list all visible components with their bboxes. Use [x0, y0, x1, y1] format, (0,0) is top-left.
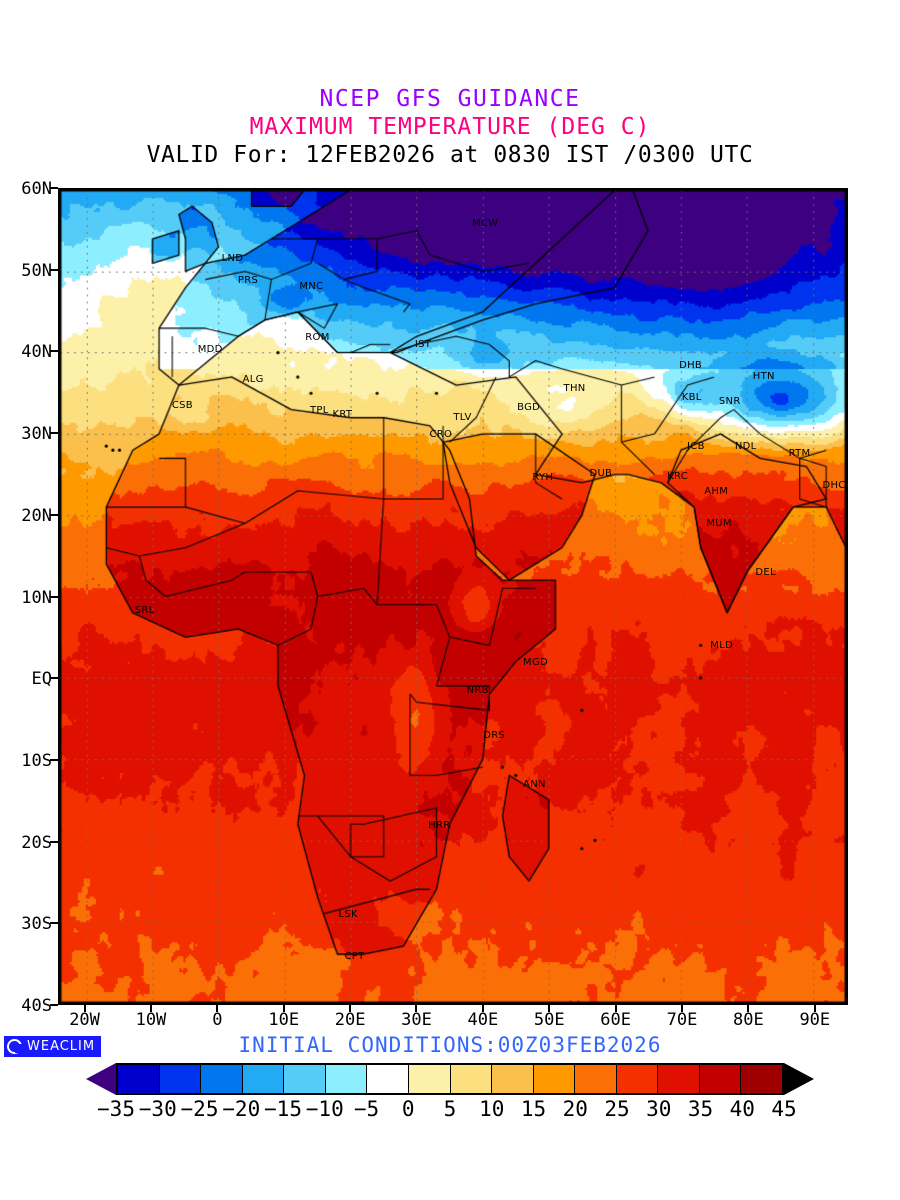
longitude-tick-mark [282, 1005, 285, 1012]
colorbar-tick-label: 30 [646, 1097, 672, 1121]
longitude-tick-label: 30E [401, 1010, 432, 1030]
chart-title-block: NCEP GFS GUIDANCE MAXIMUM TEMPERATURE (D… [0, 88, 900, 167]
colorbar-tick-label: 45 [771, 1097, 797, 1121]
latitude-tick-label: 40N [21, 342, 52, 363]
longitude-tick-label: 40E [467, 1010, 499, 1030]
colorbar-tick-label: 10 [479, 1097, 505, 1121]
colorbar-tick-labels: −35 −30 −25 −20 −15 −10 −5 0 5 10 15 20 25 30 35 40 45 [86, 1097, 814, 1123]
latitude-tick-label: 10S [21, 750, 52, 771]
colorbar-cells [116, 1063, 784, 1095]
longitude-tick-label: 20E [334, 1010, 366, 1030]
weaclim-logo[interactable]: WEACLIM [4, 1036, 102, 1057]
colorbar-cell [492, 1065, 534, 1093]
colorbar-cell [533, 1065, 576, 1093]
longitude-tick-mark [149, 1005, 152, 1012]
longitude-tick-mark [614, 1005, 617, 1012]
latitude-tick-mark [50, 758, 58, 761]
latitude-tick-mark [50, 840, 58, 843]
colorbar-tick-label: 40 [729, 1097, 755, 1121]
longitude-tick-mark [481, 1005, 484, 1012]
colorbar-cell [616, 1065, 659, 1093]
longitude-tick-label: 10W [135, 1010, 167, 1030]
colorbar-cell [118, 1065, 160, 1093]
title-variable-line: MAXIMUM TEMPERATURE (DEG C) [249, 114, 651, 140]
initial-conditions-caption: INITIAL CONDITIONS:00Z03FEB2026 [238, 1033, 662, 1057]
longitude-tick-mark [415, 1005, 418, 1012]
circle-icon [7, 1039, 22, 1054]
colorbar-tick-label: 25 [604, 1097, 630, 1121]
colorbar-tick-label: 0 [401, 1097, 415, 1121]
longitude-tick-mark [747, 1005, 750, 1012]
colorbar-cell [450, 1065, 493, 1093]
colorbar-under-arrow [86, 1063, 116, 1095]
latitude-tick-label: 30N [21, 424, 52, 445]
colorbar-tick-label: −35 [97, 1097, 135, 1121]
colorbar-tick-label: 15 [520, 1097, 547, 1121]
longitude-tick-label: 0 [212, 1010, 223, 1030]
colorbar-tick-label: −10 [305, 1097, 344, 1121]
logo-text: WEACLIM [27, 1039, 96, 1054]
longitude-tick-label: 50E [533, 1010, 565, 1030]
colorbar[interactable] [86, 1063, 814, 1095]
colorbar-tick-label: −20 [222, 1097, 261, 1121]
longitude-tick-mark [216, 1005, 219, 1012]
latitude-tick-label: 50N [21, 260, 52, 281]
colorbar-tick-label: −5 [353, 1097, 380, 1121]
latitude-tick-label: EQ [31, 669, 52, 690]
longitude-tick-label: 70E [666, 1010, 698, 1030]
colorbar-tick-label: 35 [687, 1097, 714, 1121]
colorbar-cell [284, 1065, 326, 1093]
latitude-tick-label: 40S [21, 996, 52, 1016]
latitude-tick-mark [50, 595, 58, 598]
longitude-tick-mark [681, 1005, 684, 1012]
latitude-tick-label: 60N [21, 179, 52, 199]
longitude-tick-label: 80E [733, 1010, 764, 1030]
colorbar-cell [325, 1065, 368, 1093]
colorbar-cell [741, 1065, 782, 1093]
longitude-tick-mark [813, 1005, 816, 1012]
latitude-tick-label: 30S [21, 914, 52, 935]
colorbar-over-arrow [784, 1063, 814, 1095]
colorbar-cell [201, 1065, 243, 1093]
title-model-line: NCEP GFS GUIDANCE [319, 86, 581, 112]
longitude-tick-mark [548, 1005, 551, 1012]
colorbar-tick-label: 5 [443, 1097, 457, 1121]
latitude-tick-mark [50, 268, 58, 271]
colorbar-cell [699, 1065, 742, 1093]
longitude-tick-mark [349, 1005, 352, 1012]
colorbar-cell [159, 1065, 202, 1093]
latitude-tick-mark [50, 187, 58, 189]
latitude-tick-mark [50, 922, 58, 925]
longitude-tick-label: 60E [600, 1010, 631, 1030]
latitude-tick-mark [50, 432, 58, 435]
colorbar-tick-label: −25 [180, 1097, 219, 1121]
latitude-tick-mark [50, 513, 58, 516]
colorbar-tick-label: −30 [138, 1097, 177, 1121]
latitude-tick-mark [50, 677, 58, 680]
longitude-tick-label: 10E [268, 1010, 300, 1030]
latitude-tick-label: 10N [21, 587, 52, 608]
latitude-tick-label: 20N [21, 505, 52, 526]
colorbar-tick-label: −15 [264, 1097, 302, 1121]
colorbar-cell [658, 1065, 700, 1093]
colorbar-cell [367, 1065, 409, 1093]
latitude-tick-mark [50, 350, 58, 353]
colorbar-cell [242, 1065, 285, 1093]
longitude-tick-mark [83, 1005, 86, 1012]
colorbar-cell [408, 1065, 451, 1093]
longitude-tick-label: 20W [69, 1010, 100, 1030]
temperature-map[interactable]: LND PRS MNC ROM IST MCW MDD CSB ALG TPL KRT CRO TLV B… [58, 188, 848, 1005]
colorbar-cell [575, 1065, 617, 1093]
title-valid-time-line: VALID For: 12FEB2026 at 0830 IST /0300 U… [146, 142, 754, 168]
longitude-tick-label: 90E [799, 1010, 831, 1030]
latitude-tick-mark [50, 1004, 58, 1006]
latitude-tick-label: 20S [21, 832, 52, 853]
colorbar-tick-label: 20 [562, 1097, 588, 1121]
temperature-field-canvas [60, 190, 846, 1003]
